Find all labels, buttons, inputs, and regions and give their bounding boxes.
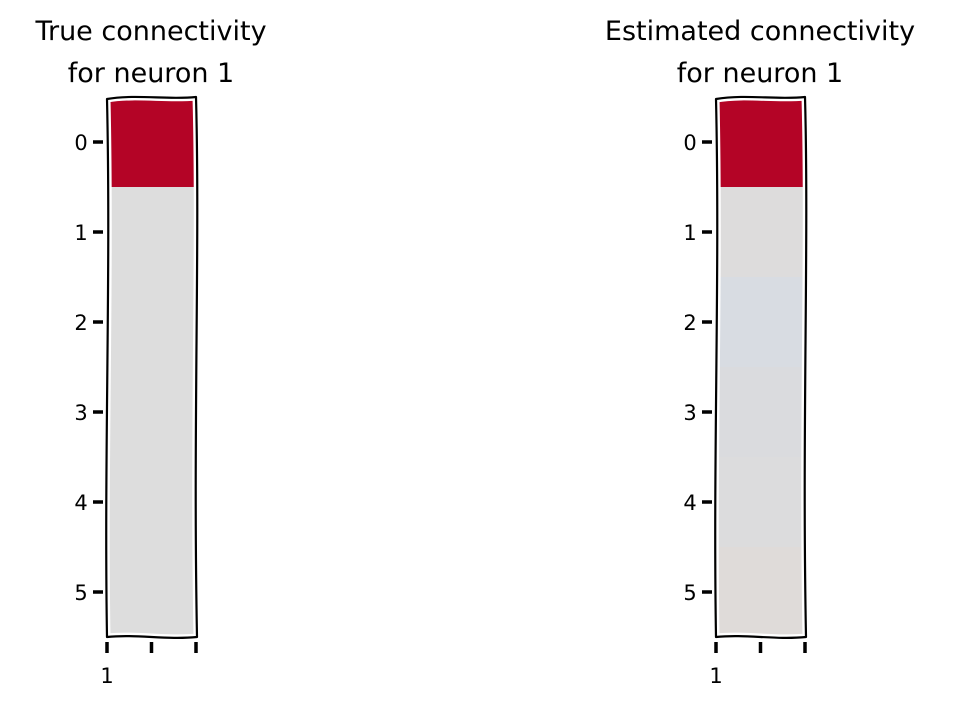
y-tick-label-2: 2 [683, 311, 696, 335]
y-tick-label-3: 3 [74, 401, 87, 425]
y-tick-label-0: 0 [74, 131, 87, 155]
plot-frame [714, 95, 808, 639]
plot-frame [105, 95, 199, 639]
heatmap-cell-2 [109, 277, 194, 368]
heatmap-cell-5 [718, 547, 803, 638]
chart-title: Estimated connectivity for neuron 1 [605, 16, 915, 89]
heatmap-cell-4 [109, 457, 194, 548]
y-tick-label-5: 5 [683, 581, 696, 605]
heatmap-cell-3 [718, 367, 803, 458]
heatmap-cell-0 [718, 97, 803, 188]
heatmap-cell-4 [718, 457, 803, 548]
panel-true-connectivity: True connectivity for neuron 1 0 1 2 3 4 5 1 [34, 16, 266, 688]
heatmap-cell-1 [718, 187, 803, 278]
y-tick-label-5: 5 [74, 581, 87, 605]
heatmap-cell-1 [109, 187, 194, 278]
heatmap-cell-0 [109, 97, 194, 188]
x-tick-label-1: 1 [100, 664, 113, 688]
x-tick-label-1: 1 [709, 664, 722, 688]
heatmap-cell-5 [109, 547, 194, 638]
y-tick-label-1: 1 [74, 221, 87, 245]
chart-title: True connectivity for neuron 1 [34, 16, 266, 89]
y-tick-label-4: 4 [74, 491, 87, 515]
heatmap-cell-3 [109, 367, 194, 458]
y-tick-label-2: 2 [74, 311, 87, 335]
y-tick-label-3: 3 [683, 401, 696, 425]
y-tick-label-0: 0 [683, 131, 696, 155]
y-tick-label-4: 4 [683, 491, 696, 515]
heatmap-cell-2 [718, 277, 803, 368]
panel-estimated-connectivity: Estimated connectivity for neuron 1 0 1 2 3 4 5… [605, 16, 915, 688]
y-tick-label-1: 1 [683, 221, 696, 245]
